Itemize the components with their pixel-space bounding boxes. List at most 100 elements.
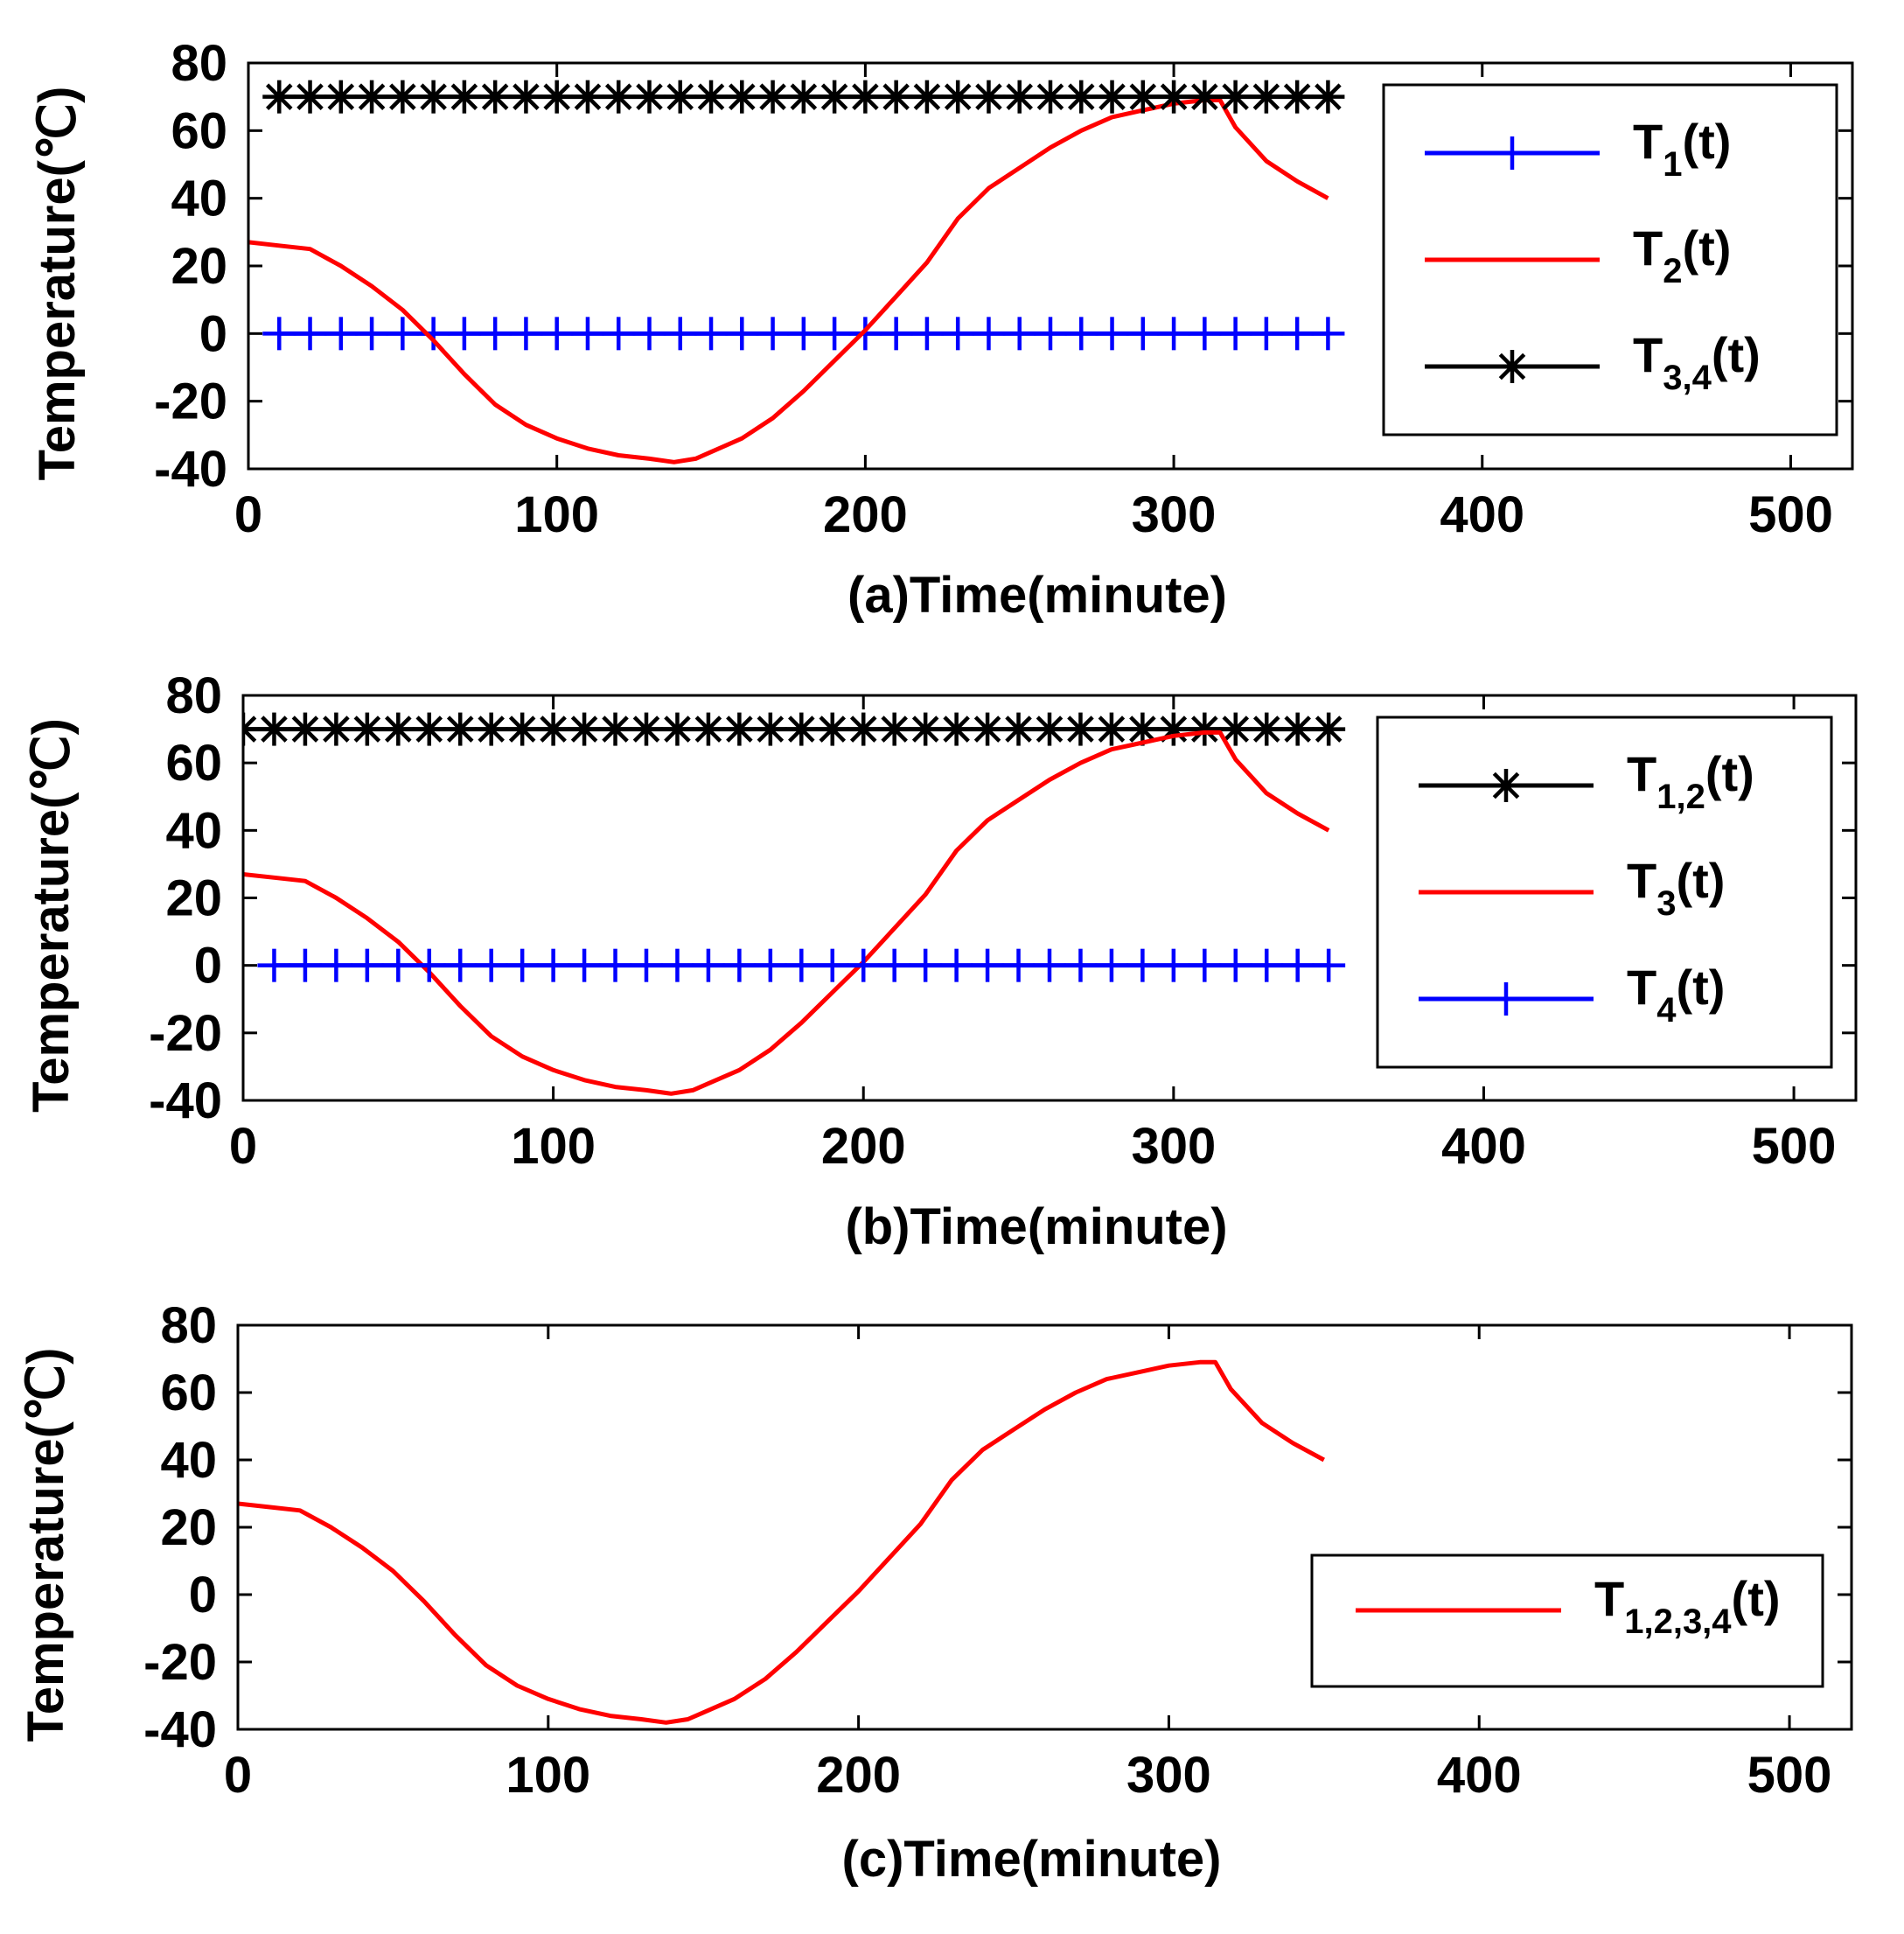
data-point — [602, 317, 636, 351]
data-point — [1157, 317, 1191, 351]
data-point — [971, 948, 1005, 982]
data-point — [293, 80, 327, 114]
data-point — [1218, 317, 1252, 351]
data-point — [1188, 317, 1222, 351]
series-4 — [257, 948, 1346, 982]
x-axis-label: (b)Time(minute) — [845, 1198, 1227, 1255]
data-point — [1280, 712, 1315, 746]
data-point — [1064, 317, 1098, 351]
legend-marker — [1489, 982, 1523, 1016]
data-point — [910, 80, 944, 114]
data-point — [722, 948, 757, 982]
data-point — [785, 948, 819, 982]
x-tick-label: 300 — [1132, 486, 1217, 543]
data-point — [1280, 317, 1315, 351]
data-point — [1064, 948, 1098, 982]
data-point — [1126, 80, 1160, 114]
chart-panel-b: 0 100 200 300 400 500806040200-20-40(b)Time(m… — [23, 667, 1858, 1255]
series-1 — [262, 317, 1345, 351]
data-point — [386, 80, 420, 114]
x-axis-label: (c)Time(minute) — [842, 1831, 1222, 1888]
legend-entry: T1,2,3,4(t) — [1356, 1571, 1781, 1641]
series-3 — [243, 730, 1330, 1096]
data-point — [818, 317, 852, 351]
data-point — [632, 317, 666, 351]
data-point — [1033, 712, 1066, 746]
data-point — [971, 712, 1005, 746]
data-point — [1064, 80, 1098, 114]
data-point — [447, 317, 481, 351]
y-tick-label: 20 — [160, 1499, 217, 1556]
legend-label: T2(t) — [1633, 220, 1731, 290]
data-point — [536, 712, 570, 746]
y-tick-label: -40 — [154, 441, 227, 498]
data-point — [630, 948, 663, 982]
y-tick-label: 80 — [165, 667, 222, 724]
legend-label: T3,4(t) — [1633, 327, 1761, 397]
legend-label: T4(t) — [1627, 960, 1725, 1030]
y-tick-label: -20 — [154, 374, 227, 430]
x-tick-label: 500 — [1747, 1747, 1832, 1804]
data-point — [1312, 712, 1346, 746]
x-tick-label: 0 — [224, 1747, 252, 1804]
data-point — [972, 80, 1006, 114]
data-point — [786, 317, 820, 351]
data-point — [324, 80, 358, 114]
data-point — [941, 317, 975, 351]
legend-box — [1310, 1553, 1824, 1688]
data-point — [540, 80, 574, 114]
data-point — [1249, 80, 1283, 114]
data-point — [570, 80, 604, 114]
data-point — [756, 317, 790, 351]
data-point — [1312, 948, 1346, 982]
data-point — [447, 80, 481, 114]
data-point — [350, 712, 384, 746]
data-point — [1311, 317, 1345, 351]
data-point — [598, 712, 632, 746]
data-point — [877, 948, 911, 982]
data-point — [509, 317, 543, 351]
data-point — [753, 712, 787, 746]
data-point — [1126, 712, 1160, 746]
data-point — [909, 712, 943, 746]
data-point — [355, 317, 389, 351]
legend-label: T1,2,3,4(t) — [1594, 1571, 1781, 1641]
data-point — [815, 712, 849, 746]
y-tick-label: -20 — [149, 1005, 222, 1062]
legend-label: T1(t) — [1633, 114, 1731, 184]
x-axis-label: (a)Time(minute) — [847, 567, 1227, 624]
y-axis-label: Temperature(℃) — [17, 1348, 74, 1742]
data-point — [818, 80, 852, 114]
legend-entry: T4(t) — [1419, 960, 1725, 1030]
data-point — [350, 948, 384, 982]
data-point — [1034, 317, 1067, 351]
data-point — [663, 80, 697, 114]
data-point — [262, 80, 296, 114]
y-tick-label: 60 — [160, 1365, 217, 1421]
data-point — [540, 317, 574, 351]
data-point — [972, 317, 1006, 351]
data-point — [1095, 80, 1129, 114]
data-point — [847, 712, 881, 746]
data-point — [598, 948, 632, 982]
data-point — [1250, 948, 1284, 982]
data-point — [1156, 948, 1190, 982]
data-point — [1002, 80, 1036, 114]
data-point — [939, 948, 973, 982]
data-point — [262, 317, 296, 351]
x-tick-label: 100 — [506, 1747, 590, 1804]
data-point — [443, 712, 478, 746]
x-tick-label: 0 — [234, 486, 262, 543]
data-point — [1126, 317, 1160, 351]
x-tick-label: 400 — [1437, 1747, 1522, 1804]
chart-panel-c: 0 100 200 300 400 500806040200-20-40(c)Time(m… — [17, 1297, 1853, 1888]
data-point — [663, 317, 697, 351]
data-point — [381, 948, 415, 982]
data-point — [1156, 712, 1190, 746]
data-point — [243, 712, 260, 746]
data-point — [725, 80, 759, 114]
data-point — [879, 80, 913, 114]
x-tick-label: 200 — [816, 1747, 901, 1804]
x-tick-label: 400 — [1440, 486, 1524, 543]
data-point — [416, 317, 450, 351]
